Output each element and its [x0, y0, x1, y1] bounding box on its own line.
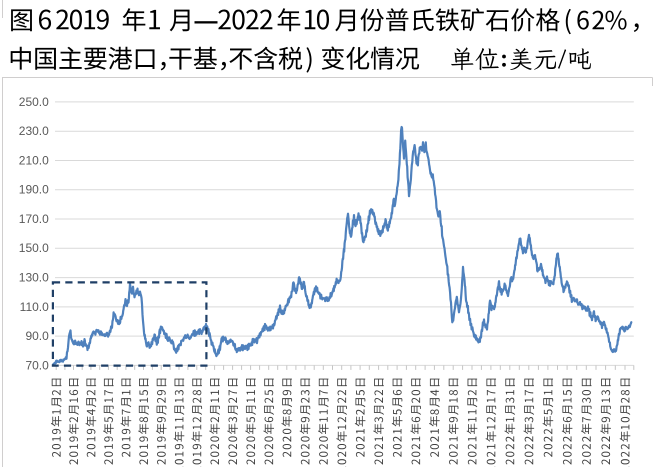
svg-text:110.0: 110.0: [20, 300, 49, 314]
svg-text:170.0: 170.0: [19, 212, 49, 226]
svg-text:150.0: 150.0: [19, 241, 49, 255]
svg-text:70.0: 70.0: [25, 358, 49, 372]
svg-text:90.0: 90.0: [25, 329, 49, 343]
svg-text:210.0: 210.0: [19, 153, 49, 167]
svg-text:190.0: 190.0: [19, 183, 49, 197]
svg-text:230.0: 230.0: [19, 124, 49, 138]
svg-text:250.0: 250.0: [19, 95, 49, 109]
svg-text:130.0: 130.0: [19, 271, 49, 285]
